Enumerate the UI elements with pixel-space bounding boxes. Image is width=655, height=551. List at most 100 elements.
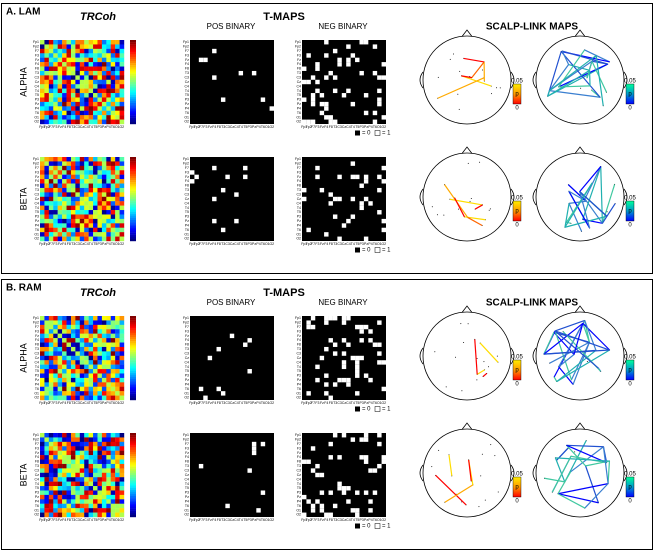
heatmap-cell xyxy=(62,179,67,184)
heatmap-cell xyxy=(115,356,120,361)
heatmap-cell xyxy=(97,451,102,456)
binary-cell xyxy=(306,120,310,124)
scalp-link xyxy=(554,377,557,382)
binary-cell xyxy=(373,343,377,347)
heatmap-cell xyxy=(49,89,54,94)
channel-label: T5 xyxy=(297,210,301,214)
channel-label: O2 xyxy=(34,396,39,400)
heatmap-cell xyxy=(111,316,116,321)
heatmap-cell xyxy=(40,49,45,54)
scalp-outline xyxy=(423,429,511,517)
channel-label: F3 xyxy=(35,446,39,450)
colorbar-step xyxy=(130,458,136,460)
heatmap-cell xyxy=(120,490,125,495)
heatmap-cell xyxy=(71,80,76,85)
heatmap-cell xyxy=(115,102,120,107)
binary-cell xyxy=(364,437,368,441)
legend-one: = 1 xyxy=(382,248,391,254)
heatmap-cell xyxy=(62,58,67,63)
binary-cell xyxy=(324,40,328,44)
heatmap-cell xyxy=(53,486,58,491)
heatmap-cell xyxy=(75,232,80,237)
heatmap-cell xyxy=(62,334,67,339)
heatmap-cell xyxy=(58,93,63,98)
heatmap-cell xyxy=(84,170,89,175)
colorbar-step xyxy=(130,212,136,214)
legend-swatch-one xyxy=(375,524,380,529)
heatmap-cell xyxy=(84,316,89,321)
heatmap-cell xyxy=(106,365,111,370)
heatmap-cell xyxy=(67,157,72,162)
binary-cell xyxy=(302,197,306,201)
heatmap-cell xyxy=(80,325,85,330)
heatmap-cell xyxy=(120,223,125,228)
heatmap-cell xyxy=(120,40,125,45)
heatmap-cell xyxy=(49,40,54,45)
heatmap-cell xyxy=(67,210,72,215)
heatmap-cell xyxy=(97,49,102,54)
heatmap-cell xyxy=(40,504,45,509)
heatmap-cell xyxy=(58,210,63,215)
channel-label: Pz xyxy=(185,219,189,223)
heatmap-cell xyxy=(49,477,54,482)
scalp-link xyxy=(580,192,607,217)
heatmap-cell xyxy=(49,120,54,125)
heatmap-cell xyxy=(40,40,45,45)
heatmap-cell xyxy=(67,360,72,365)
p-colorbar-top: 0.05 xyxy=(511,79,523,85)
heatmap-cell xyxy=(80,44,85,49)
heatmap-cell xyxy=(93,115,98,120)
heatmap-cell xyxy=(49,382,54,387)
heatmap-cell xyxy=(67,44,72,49)
heatmap-cell xyxy=(40,446,45,451)
heatmap-cell xyxy=(80,482,85,487)
channel-label: F3 xyxy=(297,170,301,174)
heatmap-cell xyxy=(84,387,89,392)
heatmap-cell xyxy=(75,188,80,193)
heatmap-cell xyxy=(120,157,125,162)
heatmap-cell xyxy=(80,486,85,491)
channel-label: T3 xyxy=(185,347,189,351)
heatmap-cell xyxy=(111,232,116,237)
heatmap-cell xyxy=(62,513,67,518)
heatmap-cell xyxy=(67,490,72,495)
heatmap-cell xyxy=(89,473,94,478)
heatmap-cell xyxy=(53,513,58,518)
channel-label: C4 xyxy=(35,201,40,205)
heatmap-cell xyxy=(67,214,72,219)
heatmap-cell xyxy=(58,356,63,361)
heatmap-cell xyxy=(71,373,76,378)
heatmap-cell xyxy=(67,373,72,378)
heatmap-cell xyxy=(62,460,67,465)
p-colorbar-top: 0.05 xyxy=(511,472,523,478)
heatmap-cell xyxy=(115,334,120,339)
heatmap-cell xyxy=(97,53,102,58)
heatmap-cell xyxy=(53,446,58,451)
heatmap-cell xyxy=(49,495,54,500)
heatmap-cell xyxy=(71,351,76,356)
heatmap-cell xyxy=(49,223,54,228)
heatmap-cell xyxy=(75,93,80,98)
heatmap-cell xyxy=(97,192,102,197)
heatmap-cell xyxy=(111,451,116,456)
electrode xyxy=(459,109,460,110)
heatmap-cell xyxy=(53,451,58,456)
heatmap-cell xyxy=(49,106,54,111)
heatmap-cell xyxy=(111,210,116,215)
heatmap-cell xyxy=(58,58,63,63)
heatmap-cell xyxy=(97,67,102,72)
binary-cell xyxy=(337,58,341,62)
heatmap-cell xyxy=(89,382,94,387)
binary-cell xyxy=(190,170,194,174)
heatmap-cell xyxy=(62,53,67,58)
channel-label: Cz xyxy=(35,356,40,360)
heatmap-cell xyxy=(44,365,49,370)
heatmap-cell xyxy=(102,360,107,365)
heatmap-cell xyxy=(115,513,120,518)
heatmap-cell xyxy=(115,206,120,211)
heatmap-cell xyxy=(80,455,85,460)
colorbar-step xyxy=(130,116,136,118)
heatmap-cell xyxy=(44,391,49,396)
binary-cell xyxy=(364,40,368,44)
channel-label: O2 xyxy=(119,242,124,246)
